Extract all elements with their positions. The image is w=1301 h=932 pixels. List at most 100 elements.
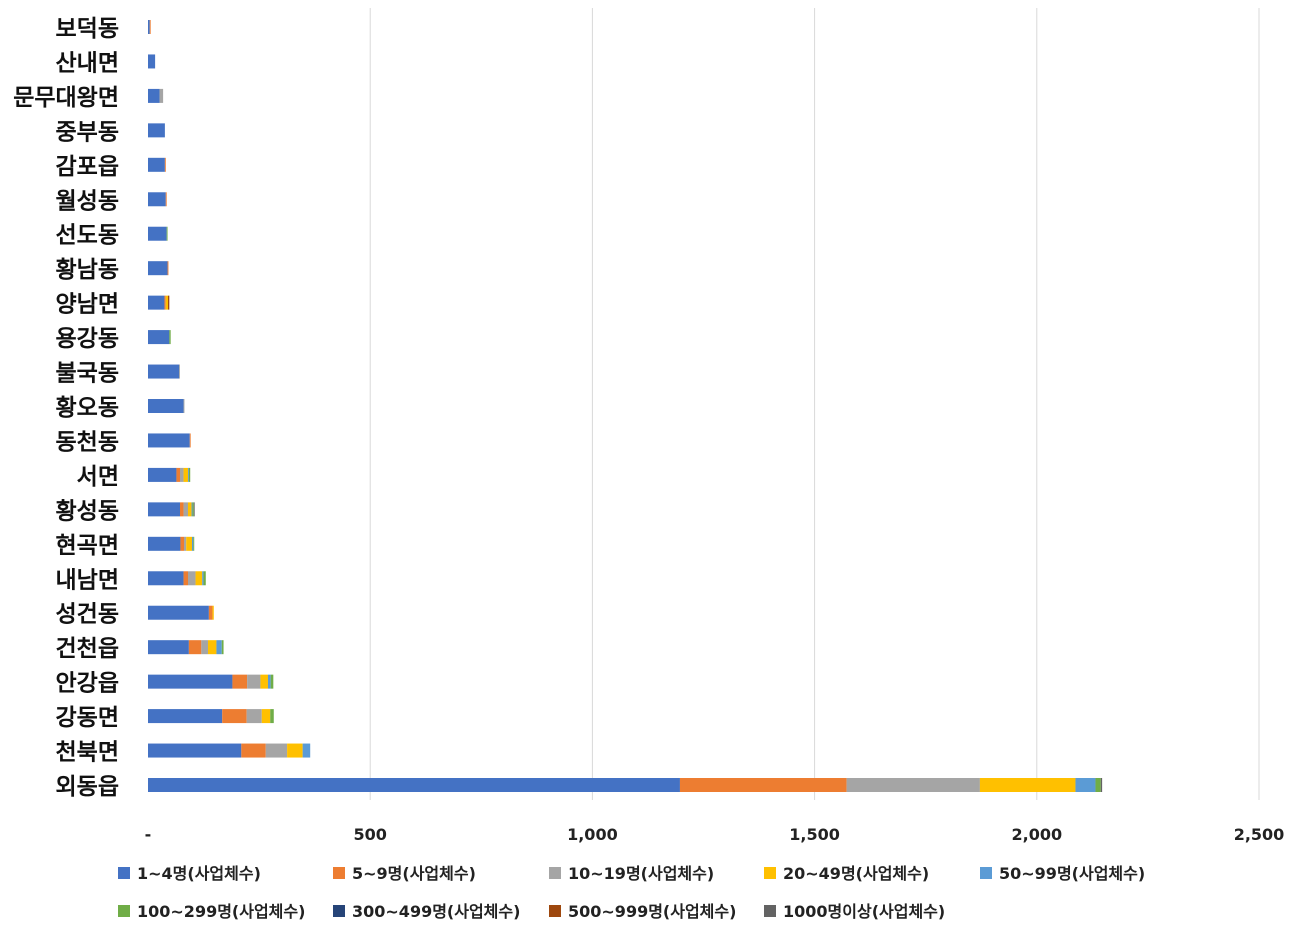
bar-segment (188, 467, 191, 482)
bar-segment (148, 123, 165, 138)
bar-segment (195, 571, 203, 586)
bar-segment (167, 295, 170, 310)
bar-segment (183, 467, 188, 482)
legend-label: 10~19명(사업체수) (568, 864, 714, 883)
category-label: 월성동 (56, 188, 119, 214)
category-label: 강동면 (56, 705, 119, 731)
category-label: 보덕동 (56, 16, 119, 42)
category-label: 불국동 (56, 361, 119, 387)
bar-segment (148, 364, 180, 379)
category-label: 선도동 (56, 223, 119, 249)
category-label: 용강동 (56, 326, 119, 352)
bar-segment (148, 54, 156, 69)
bar-segment (183, 536, 187, 551)
bar-segment (221, 640, 224, 655)
bar-segment (167, 261, 169, 276)
legend-swatch (764, 867, 776, 879)
bar-segment (148, 571, 184, 586)
category-label: 양남면 (56, 292, 119, 318)
bar-segment (166, 226, 168, 241)
bar-segment (149, 20, 151, 34)
bar-segment (165, 192, 167, 207)
bar-segment (176, 467, 180, 482)
category-label: 황오동 (56, 395, 119, 421)
x-axis-ticks: - 500 1,000 1,500 2,000 2,500 (145, 825, 1285, 844)
bar-segment (187, 502, 192, 517)
legend-item: 20~49명(사업체수) (764, 864, 929, 883)
bar-segment (179, 467, 184, 482)
bar-segment (261, 709, 271, 724)
legend-swatch (980, 867, 992, 879)
legend-label: 5~9명(사업체수) (352, 864, 476, 883)
legend-label: 1~4명(사업체수) (137, 864, 261, 883)
legend-swatch (333, 867, 345, 879)
category-label: 문무대왕면 (13, 85, 119, 111)
bar-segment (148, 709, 223, 724)
legend-item: 300~499명(사업체수) (333, 902, 520, 921)
bar-segment (241, 743, 266, 758)
bar-segment (193, 536, 195, 551)
category-label: 황성동 (56, 498, 119, 524)
legend-label: 300~499명(사업체수) (352, 902, 520, 921)
x-tick-label: 1,000 (567, 825, 618, 844)
bar-segment (246, 709, 262, 724)
bar-segment (148, 467, 177, 482)
bar-segment (148, 330, 170, 345)
bar-segment (265, 743, 288, 758)
bar-segment (180, 536, 184, 551)
legend: 1~4명(사업체수) 5~9명(사업체수) 10~19명(사업체수) 20~49명(사… (118, 864, 1145, 921)
bar-segment (216, 640, 222, 655)
category-label: 천북면 (56, 740, 119, 766)
category-label: 내남면 (56, 567, 119, 593)
bar-segment (1075, 778, 1096, 792)
bar-segment (183, 571, 188, 586)
bar-segment (1100, 778, 1103, 792)
bar-segment (148, 157, 165, 172)
bar-segment (148, 640, 189, 655)
legend-swatch (118, 867, 130, 879)
bar-segment (148, 88, 160, 103)
legend-item: 50~99명(사업체수) (980, 864, 1145, 883)
category-label: 동천동 (56, 429, 119, 455)
bar-segment (187, 571, 196, 586)
legend-swatch (549, 905, 561, 917)
legend-swatch (333, 905, 345, 917)
legend-item: 10~19명(사업체수) (549, 864, 714, 883)
bar-segment (302, 743, 311, 758)
legend-label: 1000명이상(사업체수) (783, 902, 945, 921)
x-tick-label: 2,500 (1234, 825, 1285, 844)
bar-segment (270, 674, 274, 689)
category-label: 서면 (77, 464, 119, 490)
x-tick-label: 2,000 (1011, 825, 1062, 844)
category-label: 성건동 (56, 602, 119, 628)
bar-segment (1095, 778, 1101, 792)
legend-item: 500~999명(사업체수) (549, 902, 736, 921)
bar-segment (267, 674, 271, 689)
bar-segment (260, 674, 268, 689)
x-tick-label: - (145, 825, 152, 844)
legend-swatch (549, 867, 561, 879)
bar-segment (164, 157, 166, 172)
bar-segment (148, 433, 190, 448)
bar-segment (191, 502, 193, 517)
bar-segment (193, 502, 195, 517)
category-label: 건천읍 (56, 636, 119, 662)
bar-segment (270, 709, 274, 724)
bar-segment (287, 743, 303, 758)
bar-segment (846, 778, 980, 792)
legend-label: 500~999명(사업체수) (568, 902, 736, 921)
category-label: 중부동 (56, 119, 119, 145)
bar-segment (207, 640, 217, 655)
bar-segment (148, 261, 168, 276)
bar-segment (148, 778, 680, 792)
legend-item: 5~9명(사업체수) (333, 864, 476, 883)
category-label: 황남동 (56, 257, 119, 283)
legend-item: 100~299명(사업체수) (118, 902, 305, 921)
bar-segment (679, 778, 847, 792)
bar-segment (183, 399, 185, 413)
bar-segment (148, 399, 184, 413)
legend-label: 20~49명(사업체수) (783, 864, 929, 883)
category-label: 감포읍 (56, 154, 119, 180)
category-label: 안강읍 (56, 671, 119, 697)
